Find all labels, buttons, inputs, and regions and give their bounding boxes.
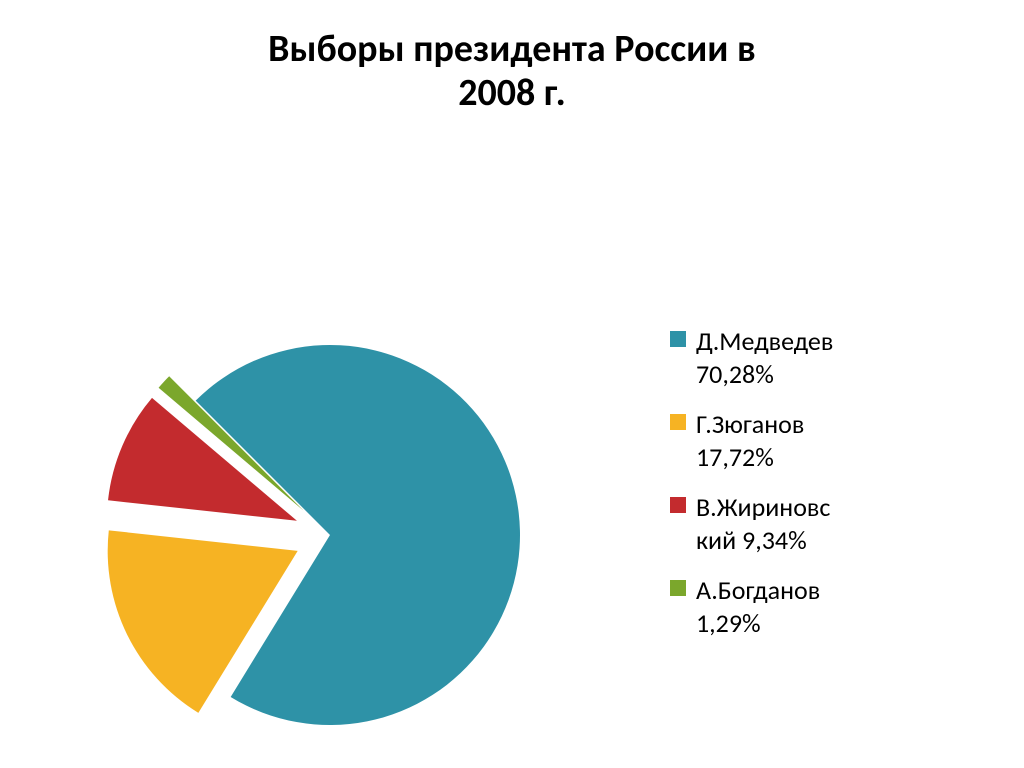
pie-chart xyxy=(0,115,700,760)
chart-title: Выборы президента России в 2008 г. xyxy=(0,0,1024,115)
legend-label: Г.Зюганов17,72% xyxy=(696,408,804,473)
legend-item: Г.Зюганов17,72% xyxy=(670,408,833,473)
legend-label: А.Богданов1,29% xyxy=(696,574,820,639)
chart-title-line1: Выборы президента России в xyxy=(0,28,1024,72)
legend-item: Д.Медведев70,28% xyxy=(670,325,833,390)
legend-swatch xyxy=(670,414,686,430)
legend-swatch xyxy=(670,497,686,513)
legend-label: В.Жириновский 9,34% xyxy=(696,491,830,556)
chart-title-line2: 2008 г. xyxy=(0,72,1024,116)
legend-swatch xyxy=(670,331,686,347)
pie-slice xyxy=(196,345,520,725)
legend-label: Д.Медведев70,28% xyxy=(696,325,833,390)
legend-item: А.Богданов1,29% xyxy=(670,574,833,639)
chart-area: Д.Медведев70,28% Г.Зюганов17,72% В.Жиринов… xyxy=(0,115,1024,755)
legend-item: В.Жириновский 9,34% xyxy=(670,491,833,556)
legend: Д.Медведев70,28% Г.Зюганов17,72% В.Жиринов… xyxy=(670,325,833,657)
legend-swatch xyxy=(670,580,686,596)
